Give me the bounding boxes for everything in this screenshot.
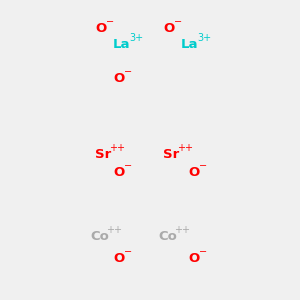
Text: O: O: [95, 22, 106, 35]
Text: ++: ++: [106, 225, 122, 235]
Text: La: La: [181, 38, 199, 51]
Text: −: −: [124, 161, 132, 171]
Text: La: La: [113, 38, 130, 51]
Text: 3+: 3+: [197, 33, 211, 43]
Text: −: −: [124, 67, 132, 77]
Text: ++: ++: [174, 225, 190, 235]
Text: O: O: [113, 72, 124, 85]
Text: ++: ++: [109, 143, 125, 153]
Text: −: −: [124, 247, 132, 257]
Text: −: −: [174, 17, 182, 27]
Text: O: O: [163, 22, 174, 35]
Text: −: −: [106, 17, 114, 27]
Text: Co: Co: [158, 230, 177, 243]
Text: Co: Co: [90, 230, 109, 243]
Text: ++: ++: [177, 143, 193, 153]
Text: −: −: [199, 161, 207, 171]
Text: Sr: Sr: [163, 148, 179, 161]
Text: O: O: [188, 252, 199, 265]
Text: O: O: [188, 166, 199, 179]
Text: −: −: [199, 247, 207, 257]
Text: O: O: [113, 166, 124, 179]
Text: 3+: 3+: [129, 33, 143, 43]
Text: Sr: Sr: [95, 148, 111, 161]
Text: O: O: [113, 252, 124, 265]
